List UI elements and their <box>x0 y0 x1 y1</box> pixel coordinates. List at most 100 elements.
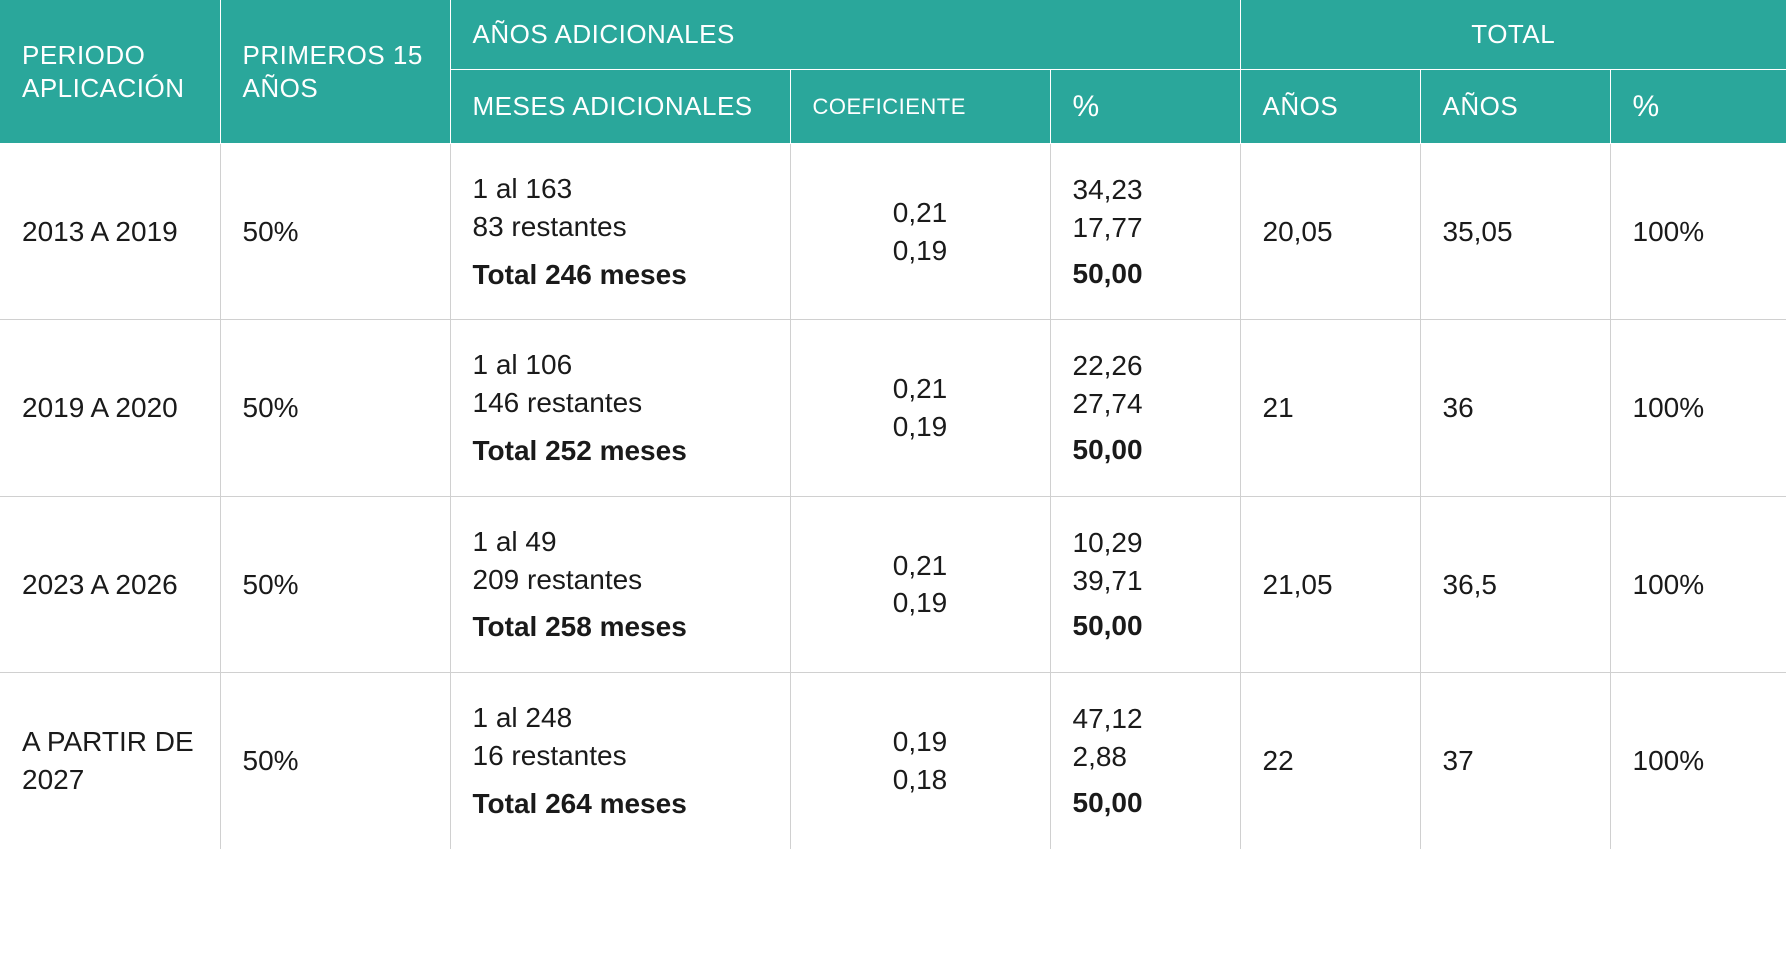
header-label: COEFICIENTE <box>791 75 1050 139</box>
anos1-value: 20,05 <box>1241 187 1420 277</box>
meses-line-2: 83 restantes <box>473 208 768 246</box>
header-label: AÑOS ADICIONALES <box>451 0 1240 69</box>
primeros-value: 50% <box>221 187 450 277</box>
cell-total-pct: 100% <box>1610 496 1786 672</box>
coef-2: 0,19 <box>813 232 1028 270</box>
pct-1: 22,26 <box>1073 347 1218 385</box>
cell-coeficiente: 0,21 0,19 <box>790 320 1050 496</box>
cell-coeficiente: 0,19 0,18 <box>790 673 1050 849</box>
pct-total: 50,00 <box>1073 431 1218 469</box>
cell-primeros: 50% <box>220 673 450 849</box>
cell-anos-2: 37 <box>1420 673 1610 849</box>
header-label: PRIMEROS 15 AÑOS <box>221 21 450 122</box>
cell-meses: 1 al 106 146 restantes Total 252 meses <box>450 320 790 496</box>
cell-anos-2: 36 <box>1420 320 1610 496</box>
col-periodo: PERIODO APLICACIÓN <box>0 0 220 144</box>
table-row: 2019 A 202050% 1 al 106 146 restantes To… <box>0 320 1786 496</box>
cell-pct: 10,29 39,71 50,00 <box>1050 496 1240 672</box>
meses-line-1: 1 al 163 <box>473 170 768 208</box>
pension-coefficients-table: PERIODO APLICACIÓN PRIMEROS 15 AÑOS AÑOS… <box>0 0 1786 849</box>
table-header: PERIODO APLICACIÓN PRIMEROS 15 AÑOS AÑOS… <box>0 0 1786 144</box>
cell-pct: 47,12 2,88 50,00 <box>1050 673 1240 849</box>
cell-total-pct: 100% <box>1610 673 1786 849</box>
meses-total: Total 258 meses <box>473 608 768 646</box>
pct-block: 34,23 17,77 50,00 <box>1051 145 1240 318</box>
cell-anos-1: 21 <box>1240 320 1420 496</box>
cell-periodo: 2023 A 2026 <box>0 496 220 672</box>
coef-1: 0,21 <box>813 370 1028 408</box>
cell-anos-1: 22 <box>1240 673 1420 849</box>
primeros-value: 50% <box>221 540 450 630</box>
cell-coeficiente: 0,21 0,19 <box>790 496 1050 672</box>
cell-periodo: 2013 A 2019 <box>0 144 220 320</box>
anos1-value: 21 <box>1241 363 1420 453</box>
periodo-value: 2019 A 2020 <box>0 363 220 453</box>
pct-total: 50,00 <box>1073 784 1218 822</box>
meses-total: Total 252 meses <box>473 432 768 470</box>
coef-1: 0,19 <box>813 723 1028 761</box>
header-label: MESES ADICIONALES <box>451 72 790 141</box>
cell-anos-2: 36,5 <box>1420 496 1610 672</box>
pct-2: 2,88 <box>1073 738 1218 776</box>
meses-line-1: 1 al 49 <box>473 523 768 561</box>
cell-meses: 1 al 49 209 restantes Total 258 meses <box>450 496 790 672</box>
meses-line-2: 16 restantes <box>473 737 768 775</box>
coef-block: 0,21 0,19 <box>791 344 1050 472</box>
col-anos-1: AÑOS <box>1240 69 1420 144</box>
header-label: % <box>1611 70 1786 144</box>
header-label: TOTAL <box>1241 0 1786 69</box>
cell-periodo: 2019 A 2020 <box>0 320 220 496</box>
cell-primeros: 50% <box>220 496 450 672</box>
cell-pct: 22,26 27,74 50,00 <box>1050 320 1240 496</box>
cell-anos-1: 20,05 <box>1240 144 1420 320</box>
col-pct-total: % <box>1610 69 1786 144</box>
cell-pct: 34,23 17,77 50,00 <box>1050 144 1240 320</box>
meses-block: 1 al 248 16 restantes Total 264 meses <box>451 673 790 848</box>
cell-total-pct: 100% <box>1610 144 1786 320</box>
meses-block: 1 al 163 83 restantes Total 246 meses <box>451 144 790 319</box>
meses-line-1: 1 al 248 <box>473 699 768 737</box>
cell-coeficiente: 0,21 0,19 <box>790 144 1050 320</box>
meses-block: 1 al 49 209 restantes Total 258 meses <box>451 497 790 672</box>
anos2-value: 36,5 <box>1421 540 1610 630</box>
header-label: AÑOS <box>1241 72 1420 141</box>
col-coeficiente: COEFICIENTE <box>790 69 1050 144</box>
anos1-value: 21,05 <box>1241 540 1420 630</box>
header-label: PERIODO APLICACIÓN <box>0 21 220 122</box>
coef-block: 0,19 0,18 <box>791 697 1050 825</box>
pct-total: 50,00 <box>1073 607 1218 645</box>
pct-2: 39,71 <box>1073 562 1218 600</box>
periodo-value: 2023 A 2026 <box>0 540 220 630</box>
cell-meses: 1 al 163 83 restantes Total 246 meses <box>450 144 790 320</box>
cell-periodo: A PARTIR DE 2027 <box>0 673 220 849</box>
pct-block: 47,12 2,88 50,00 <box>1051 674 1240 847</box>
coef-2: 0,19 <box>813 408 1028 446</box>
col-pct: % <box>1050 69 1240 144</box>
periodo-value: A PARTIR DE 2027 <box>0 697 220 825</box>
anos2-value: 36 <box>1421 363 1610 453</box>
table-row: 2023 A 202650% 1 al 49 209 restantes Tot… <box>0 496 1786 672</box>
anos1-value: 22 <box>1241 716 1420 806</box>
meses-block: 1 al 106 146 restantes Total 252 meses <box>451 320 790 495</box>
coef-2: 0,18 <box>813 761 1028 799</box>
primeros-value: 50% <box>221 716 450 806</box>
meses-total: Total 246 meses <box>473 256 768 294</box>
pct-1: 47,12 <box>1073 700 1218 738</box>
periodo-value: 2013 A 2019 <box>0 187 220 277</box>
total-pct-value: 100% <box>1611 363 1786 453</box>
coef-1: 0,21 <box>813 194 1028 232</box>
pct-1: 10,29 <box>1073 524 1218 562</box>
primeros-value: 50% <box>221 363 450 453</box>
pct-2: 27,74 <box>1073 385 1218 423</box>
pct-1: 34,23 <box>1073 171 1218 209</box>
cell-total-pct: 100% <box>1610 320 1786 496</box>
anos2-value: 35,05 <box>1421 187 1610 277</box>
col-primeros: PRIMEROS 15 AÑOS <box>220 0 450 144</box>
table-body: 2013 A 201950% 1 al 163 83 restantes Tot… <box>0 144 1786 849</box>
pct-block: 10,29 39,71 50,00 <box>1051 498 1240 671</box>
cell-meses: 1 al 248 16 restantes Total 264 meses <box>450 673 790 849</box>
pct-2: 17,77 <box>1073 209 1218 247</box>
header-label: AÑOS <box>1421 72 1610 141</box>
col-meses-adicionales: MESES ADICIONALES <box>450 69 790 144</box>
coef-block: 0,21 0,19 <box>791 168 1050 296</box>
